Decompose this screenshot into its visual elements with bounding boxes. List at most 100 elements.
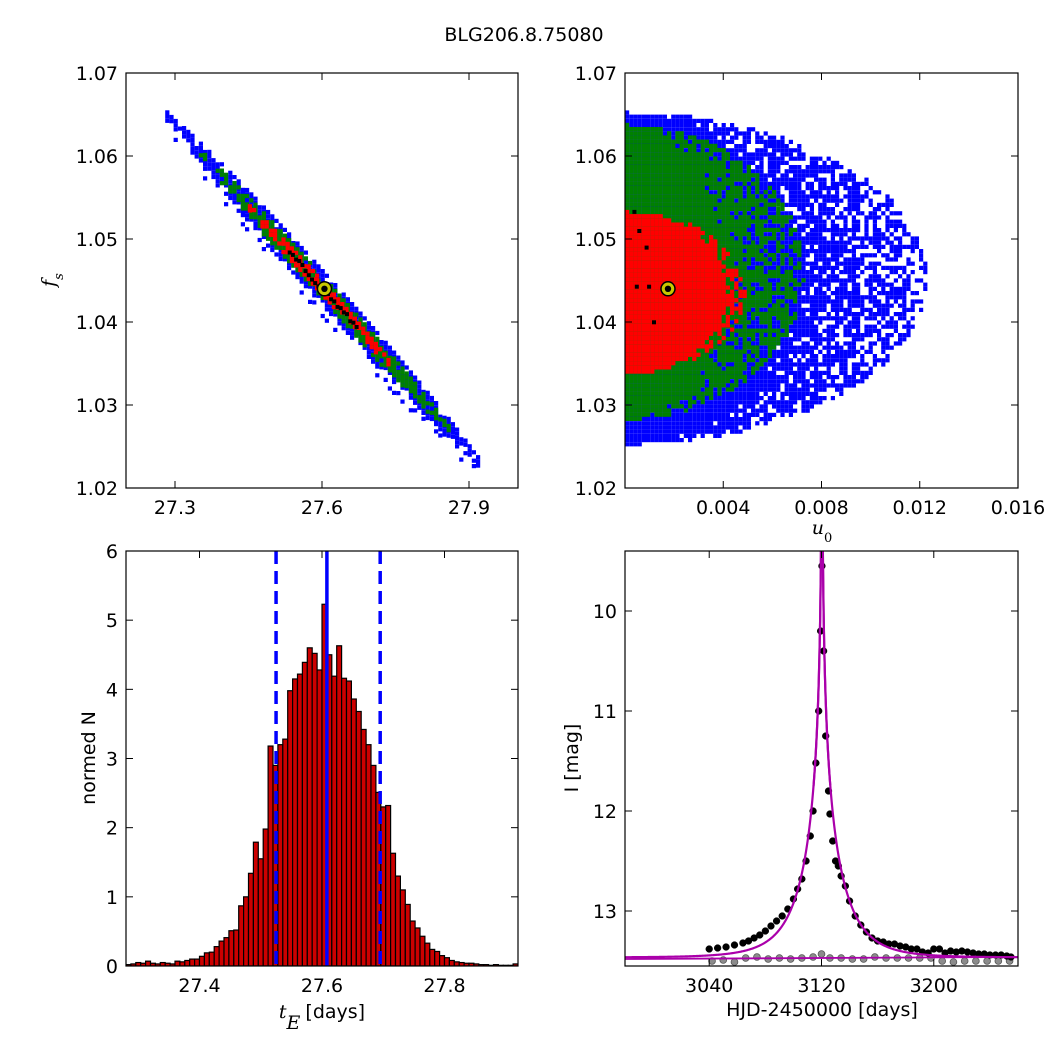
- contour-cell-3sigma: [793, 391, 798, 396]
- contour-cell-3sigma: [303, 284, 308, 289]
- contour-cell-3sigma: [835, 341, 840, 346]
- contour-cell-3sigma: [709, 412, 714, 417]
- contour-cell-3sigma: [780, 328, 785, 333]
- contour-cell-3sigma: [450, 426, 455, 431]
- contour-cell-2sigma: [270, 241, 275, 246]
- contour-cell-3sigma: [835, 291, 840, 296]
- contour-cell-3sigma: [809, 219, 814, 224]
- contour-cell-3sigma: [203, 166, 208, 171]
- contour-cell-3sigma: [818, 383, 823, 388]
- contour-cell-3sigma: [889, 265, 894, 270]
- contour-cell-3sigma: [383, 365, 388, 371]
- contour-cell-3sigma: [801, 391, 806, 396]
- contour-cell-3sigma: [839, 383, 844, 388]
- contour-cell-3sigma: [801, 215, 806, 220]
- contour-cell-2sigma: [675, 148, 680, 153]
- contour-cell-3sigma: [818, 274, 823, 279]
- contour-cell-2sigma: [683, 164, 688, 169]
- contour-cell-3sigma: [746, 362, 751, 367]
- contour-cell-2sigma: [337, 293, 342, 298]
- contour-cell-3sigma: [772, 358, 777, 363]
- contour-cell-3sigma: [843, 181, 848, 186]
- contour-cell-3sigma: [856, 223, 861, 228]
- contour-cell-3sigma: [738, 391, 743, 396]
- contour-cell-3sigma: [809, 375, 814, 380]
- contour-cell-2sigma: [257, 219, 262, 224]
- contour-cell-3sigma: [830, 228, 835, 233]
- contour-cell-3sigma: [826, 156, 831, 161]
- contour-cell-3sigma: [692, 433, 697, 438]
- contour-cell-3sigma: [721, 190, 726, 195]
- contour-cell-3sigma: [801, 173, 806, 178]
- contour-cell-3sigma: [354, 306, 359, 311]
- contour-cell-3sigma: [784, 375, 789, 380]
- contour-cell-3sigma: [830, 333, 835, 338]
- contour-cell-3sigma: [662, 114, 667, 119]
- contour-cell-2sigma: [692, 135, 697, 140]
- contour-cell-3sigma: [734, 404, 739, 409]
- contour-cell-3sigma: [839, 387, 844, 392]
- contour-cell-3sigma: [692, 429, 697, 434]
- contour-cell-2sigma: [717, 169, 722, 174]
- contour-cell-3sigma: [471, 458, 476, 463]
- contour-cell-3sigma: [809, 328, 814, 333]
- ylabel-fs-f: f: [38, 277, 60, 289]
- contour-cell-3sigma: [793, 333, 798, 338]
- contour-cell-2sigma: [625, 160, 630, 165]
- contour-cell-2sigma: [654, 127, 659, 132]
- contour-cell-3sigma: [299, 279, 304, 284]
- contour-cell-3sigma: [755, 320, 760, 325]
- contour-cell-2sigma: [641, 160, 646, 165]
- contour-cell-3sigma: [868, 299, 873, 304]
- contour-cell-3sigma: [851, 316, 856, 321]
- contour-cell-3sigma: [814, 177, 819, 182]
- contour-cell-2sigma: [633, 131, 638, 136]
- contour-cell-2sigma: [650, 143, 655, 148]
- contour-cell-1sigma: [285, 246, 290, 251]
- contour-cell-3sigma: [763, 181, 768, 186]
- contour-cell-3sigma: [822, 278, 827, 283]
- contour-cell-3sigma: [830, 299, 835, 304]
- contour-cell-3sigma: [228, 170, 233, 175]
- contour-cell-3sigma: [755, 282, 760, 287]
- contour-cell-2sigma: [413, 390, 418, 395]
- contour-cell-3sigma: [793, 375, 798, 380]
- contour-cell-3sigma: [830, 165, 835, 170]
- contour-cell-3sigma: [738, 211, 743, 216]
- contour-cell-3sigma: [788, 186, 793, 191]
- contour-cell-3sigma: [822, 240, 827, 245]
- contour-cell-3sigma: [270, 247, 275, 253]
- contour-cell-3sigma: [868, 316, 873, 321]
- contour-cell-3sigma: [759, 404, 764, 409]
- contour-cell-3sigma: [830, 379, 835, 384]
- contour-cell-3sigma: [885, 194, 890, 199]
- contour-cell-3sigma: [429, 408, 434, 413]
- contour-cell-3sigma: [788, 169, 793, 174]
- contour-cell-2sigma: [709, 169, 714, 174]
- contour-cell-2sigma: [400, 370, 405, 375]
- contour-cell-3sigma: [797, 207, 802, 212]
- contour-cell-3sigma: [721, 387, 726, 392]
- contour-cell-3sigma: [860, 194, 865, 199]
- contour-cell-2sigma: [240, 202, 245, 207]
- contour-cell-3sigma: [818, 320, 823, 325]
- contour-cell-3sigma: [654, 421, 659, 426]
- contour-cell-3sigma: [704, 400, 709, 405]
- contour-cell-3sigma: [809, 320, 814, 325]
- contour-cell-3sigma: [864, 219, 869, 224]
- contour-cell-1sigma: [298, 267, 303, 272]
- contour-cell-3sigma: [713, 152, 718, 157]
- contour-cell-3sigma: [772, 181, 777, 186]
- contour-cell-3sigma: [801, 366, 806, 371]
- contour-cell-3sigma: [835, 160, 840, 165]
- contour-cell-2sigma: [387, 368, 392, 373]
- contour-cell-3sigma: [902, 312, 907, 317]
- contour-cell-3sigma: [633, 429, 638, 434]
- contour-cell-3sigma: [759, 202, 764, 207]
- contour-cell-3sigma: [755, 169, 760, 174]
- contour-cell-3sigma: [776, 181, 781, 186]
- contour-cell-2sigma: [696, 139, 701, 144]
- contour-cell-3sigma: [667, 417, 672, 422]
- contour-cell-3sigma: [839, 249, 844, 254]
- contour-cell-3sigma: [805, 194, 810, 199]
